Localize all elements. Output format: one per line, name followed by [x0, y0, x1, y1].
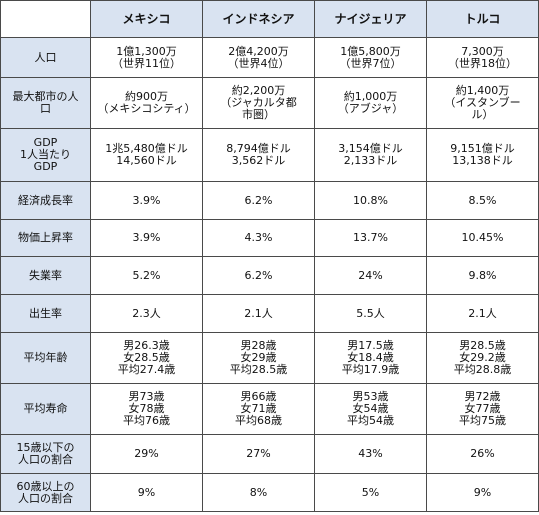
row-label-birth-rate: 出生率: [0, 294, 91, 333]
table-row: 平均寿命 男73歳 女78歳 平均76歳 男66歳 女71歳 平均68歳 男53歳 女54…: [0, 383, 539, 435]
table-cell: 26%: [426, 434, 539, 474]
table-cell: 27%: [202, 434, 315, 474]
country-header-nigeria: ナイジェリア: [314, 0, 427, 38]
row-label-over-60-ratio: 60歳以上の 人口の割合: [0, 473, 91, 512]
row-label-population: 人口: [0, 37, 91, 78]
table-cell: 1億5,800万 （世界7位）: [314, 37, 427, 78]
row-label-inflation: 物価上昇率: [0, 219, 91, 257]
table-row: GDP 1人当たり GDP 1兆5,480億ドル 14,560ドル 8,794億ドル 3…: [0, 128, 539, 182]
table-cell: 男28歳 女29歳 平均28.5歳: [202, 332, 315, 384]
table-row: 物価上昇率 3.9% 4.3% 13.7% 10.45%: [0, 219, 539, 257]
table-cell: 4.3%: [202, 219, 315, 257]
table-cell: 9%: [90, 473, 203, 512]
row-label-gdp: GDP 1人当たり GDP: [0, 128, 91, 182]
table-cell: 約1,400万 （イスタンブー ル）: [426, 77, 539, 129]
table-cell: 7,300万 （世界18位）: [426, 37, 539, 78]
table-row: 15歳以下の 人口の割合 29% 27% 43% 26%: [0, 434, 539, 474]
country-header-turkey: トルコ: [426, 0, 539, 38]
table-cell: 9%: [426, 473, 539, 512]
table-cell: 3,154億ドル 2,133ドル: [314, 128, 427, 182]
table-cell: 10.8%: [314, 181, 427, 220]
table-cell: 8,794億ドル 3,562ドル: [202, 128, 315, 182]
table-row: 出生率 2.3人 2.1人 5.5人 2.1人: [0, 294, 539, 333]
row-label-growth-rate: 経済成長率: [0, 181, 91, 220]
table-cell: 24%: [314, 256, 427, 295]
country-header-mexico: メキシコ: [90, 0, 203, 38]
table-cell: 1億1,300万 （世界11位）: [90, 37, 203, 78]
row-label-largest-city: 最大都市の人口: [0, 77, 91, 129]
table-cell: 男73歳 女78歳 平均76歳: [90, 383, 203, 435]
table-row: 最大都市の人口 約900万 （メキシコシティ） 約2,200万 （ジャカルタ都 市圏）…: [0, 77, 539, 129]
table-cell: 29%: [90, 434, 203, 474]
table-cell: 2.3人: [90, 294, 203, 333]
row-label-average-age: 平均年齢: [0, 332, 91, 384]
table-cell: 8%: [202, 473, 315, 512]
corner-cell: [0, 0, 91, 38]
table-cell: 1兆5,480億ドル 14,560ドル: [90, 128, 203, 182]
table-cell: 8.5%: [426, 181, 539, 220]
table-cell: 5.2%: [90, 256, 203, 295]
table-cell: 9.8%: [426, 256, 539, 295]
table-cell: 約1,000万 （アブジャ）: [314, 77, 427, 129]
table-cell: 2.1人: [202, 294, 315, 333]
table-cell: 6.2%: [202, 256, 315, 295]
table-cell: 9,151億ドル 13,138ドル: [426, 128, 539, 182]
table-cell: 男26.3歳 女28.5歳 平均27.4歳: [90, 332, 203, 384]
table-row: 人口 1億1,300万 （世界11位） 2億4,200万 （世界4位） 1億5,80…: [0, 37, 539, 78]
table-row: 失業率 5.2% 6.2% 24% 9.8%: [0, 256, 539, 295]
table-cell: 3.9%: [90, 181, 203, 220]
table-cell: 約900万 （メキシコシティ）: [90, 77, 203, 129]
table-row: 経済成長率 3.9% 6.2% 10.8% 8.5%: [0, 181, 539, 220]
country-header-indonesia: インドネシア: [202, 0, 315, 38]
table-row: 60歳以上の 人口の割合 9% 8% 5% 9%: [0, 473, 539, 512]
table-cell: 13.7%: [314, 219, 427, 257]
header-row: メキシコ インドネシア ナイジェリア トルコ: [0, 0, 539, 38]
table-cell: 43%: [314, 434, 427, 474]
table-cell: 男28.5歳 女29.2歳 平均28.8歳: [426, 332, 539, 384]
table-cell: 男17.5歳 女18.4歳 平均17.9歳: [314, 332, 427, 384]
table-cell: 6.2%: [202, 181, 315, 220]
table-row: 平均年齢 男26.3歳 女28.5歳 平均27.4歳 男28歳 女29歳 平均28.5歳…: [0, 332, 539, 384]
row-label-unemployment: 失業率: [0, 256, 91, 295]
table-cell: 男66歳 女71歳 平均68歳: [202, 383, 315, 435]
row-label-under-15-ratio: 15歳以下の 人口の割合: [0, 434, 91, 474]
table-cell: 2億4,200万 （世界4位）: [202, 37, 315, 78]
row-label-life-expectancy: 平均寿命: [0, 383, 91, 435]
table-cell: 5%: [314, 473, 427, 512]
table-cell: 約2,200万 （ジャカルタ都 市圏）: [202, 77, 315, 129]
table-cell: 2.1人: [426, 294, 539, 333]
table-cell: 3.9%: [90, 219, 203, 257]
table-cell: 男72歳 女77歳 平均75歳: [426, 383, 539, 435]
table-cell: 男53歳 女54歳 平均54歳: [314, 383, 427, 435]
table-cell: 10.45%: [426, 219, 539, 257]
table-cell: 5.5人: [314, 294, 427, 333]
